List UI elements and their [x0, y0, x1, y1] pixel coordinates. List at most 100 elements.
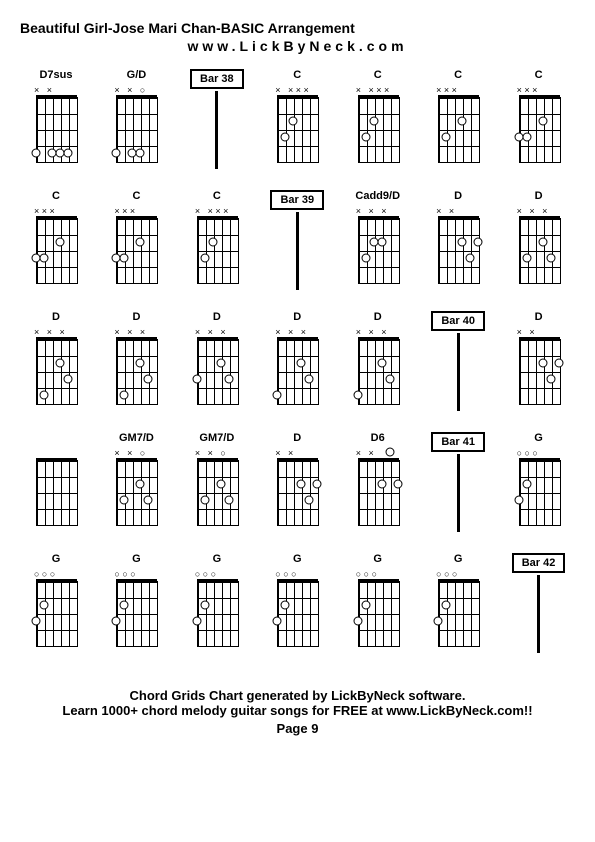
- chord-diagram: ×××: [31, 206, 81, 291]
- string-markers: ×××: [436, 85, 480, 95]
- finger-dot: [522, 254, 531, 263]
- finger-dot: [361, 254, 370, 263]
- string-markers: ○○○: [114, 569, 158, 579]
- chord-cell: GM7/D × × ○: [100, 432, 172, 547]
- chord-cell: [20, 432, 92, 547]
- bar-marker: Bar 39: [261, 190, 333, 305]
- chord-name: D: [213, 311, 221, 325]
- footer-line-1: Chord Grids Chart generated by LickByNec…: [20, 688, 575, 703]
- finger-dot: [434, 617, 443, 626]
- chord-diagram: × × ○: [111, 85, 161, 170]
- finger-dot: [64, 375, 73, 384]
- finger-dot: [224, 496, 233, 505]
- finger-dot: [369, 117, 378, 126]
- chord-name: D: [132, 311, 140, 325]
- bar-line: [457, 454, 460, 532]
- chord-name: C: [374, 69, 382, 83]
- chord-cell: G ○○○: [100, 553, 172, 668]
- finger-dot: [192, 617, 201, 626]
- chord-name: Cadd9/D: [355, 190, 400, 204]
- chord-diagram: ×××: [111, 206, 161, 291]
- finger-dot: [216, 359, 225, 368]
- chord-name: G: [534, 432, 543, 446]
- string-markers: × × ×: [195, 327, 239, 337]
- string-markers: × ×: [275, 448, 319, 458]
- string-markers: ○○○: [275, 569, 319, 579]
- chord-grid: D7sus× ×G/D× × ○Bar 38C× ×××C× ×××C ×××C…: [20, 69, 575, 668]
- chord-cell: G ○○○: [261, 553, 333, 668]
- chord-diagram: × × ○: [111, 448, 161, 533]
- chord-cell: C ×××: [503, 69, 575, 184]
- chord-name: C: [52, 190, 60, 204]
- chord-name: C: [454, 69, 462, 83]
- bar-line: [457, 333, 460, 411]
- string-markers: × × ×: [356, 327, 400, 337]
- finger-dot: [538, 238, 547, 247]
- string-markers: × × ×: [275, 327, 319, 337]
- chord-name: D7sus: [39, 69, 72, 83]
- chord-cell: C× ×××: [261, 69, 333, 184]
- string-markers: ×××: [517, 85, 561, 95]
- chord-cell: D× × ×: [342, 311, 414, 426]
- chord-diagram: ○○○: [111, 569, 161, 654]
- finger-dot: [353, 617, 362, 626]
- bar-marker: Bar 38: [181, 69, 253, 184]
- finger-dot: [313, 480, 322, 489]
- chord-cell: G ○○○: [181, 553, 253, 668]
- bar-line: [296, 212, 299, 290]
- finger-dot: [393, 480, 402, 489]
- chord-name: GM7/D: [119, 432, 154, 446]
- finger-dot: [353, 391, 362, 400]
- page-title: Beautiful Girl-Jose Mari Chan-BASIC Arra…: [20, 20, 575, 36]
- finger-dot: [554, 359, 563, 368]
- finger-dot: [377, 359, 386, 368]
- finger-dot: [522, 480, 531, 489]
- bar-line: [537, 575, 540, 653]
- finger-dot: [40, 601, 49, 610]
- finger-dot: [208, 238, 217, 247]
- string-markers: × × ×: [356, 206, 400, 216]
- chord-diagram: × ×××: [272, 85, 322, 170]
- chord-cell: D× × ×: [100, 311, 172, 426]
- bar-label: Bar 38: [190, 69, 244, 89]
- finger-dot: [458, 117, 467, 126]
- finger-dot: [200, 496, 209, 505]
- finger-dot: [522, 133, 531, 142]
- string-markers: × ×××: [356, 85, 400, 95]
- finger-dot: [514, 496, 523, 505]
- chord-cell: Cadd9/D × × ×: [342, 190, 414, 305]
- finger-dot: [442, 601, 451, 610]
- string-markers: [34, 448, 78, 458]
- footer-line-2: Learn 1000+ chord melody guitar songs fo…: [20, 703, 575, 718]
- chord-diagram: × ×××: [192, 206, 242, 291]
- chord-cell: C× ×××: [181, 190, 253, 305]
- chord-name: G: [52, 553, 61, 567]
- chord-cell: D× ×: [422, 190, 494, 305]
- string-markers: × × ○: [114, 448, 158, 458]
- finger-dot: [56, 359, 65, 368]
- finger-dot: [120, 254, 129, 263]
- chord-name: D: [293, 432, 301, 446]
- bar-label: Bar 39: [270, 190, 324, 210]
- chord-name: D: [535, 311, 543, 325]
- finger-dot: [56, 238, 65, 247]
- chord-cell: D× ×: [503, 311, 575, 426]
- finger-dot: [385, 448, 394, 457]
- finger-dot: [112, 149, 121, 158]
- chord-cell: GM7/D× × ○: [181, 432, 253, 547]
- chord-name: C: [132, 190, 140, 204]
- finger-dot: [305, 496, 314, 505]
- chord-diagram: × × ×: [353, 206, 403, 291]
- chord-cell: G ○○○: [20, 553, 92, 668]
- chord-name: G: [373, 553, 382, 567]
- chord-diagram: ○○○: [433, 569, 483, 654]
- finger-dot: [442, 133, 451, 142]
- chord-name: D: [52, 311, 60, 325]
- chord-diagram: × × ○: [192, 448, 242, 533]
- finger-dot: [369, 238, 378, 247]
- chord-name: C: [535, 69, 543, 83]
- page-subtitle: www.LickByNeck.com: [20, 38, 575, 54]
- finger-dot: [136, 480, 145, 489]
- chord-diagram: × × ×: [31, 327, 81, 412]
- chord-name: D: [293, 311, 301, 325]
